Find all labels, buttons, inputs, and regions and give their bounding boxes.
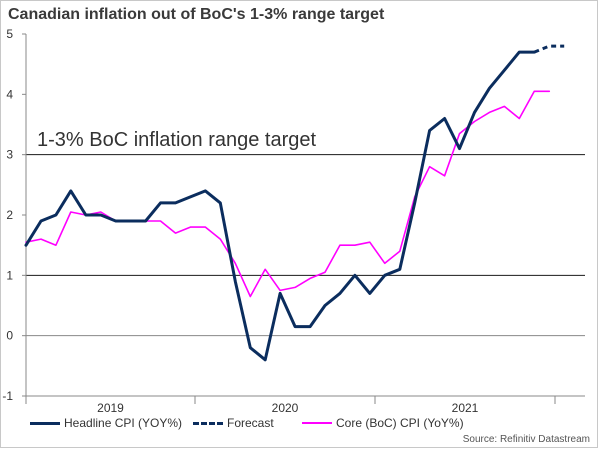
legend-item-forecast: Forecast [193, 416, 274, 430]
legend-label-forecast: Forecast [227, 416, 274, 430]
y-tick-label: 1 [6, 268, 13, 282]
series-line-forecast [533, 44, 565, 54]
axes [22, 33, 585, 404]
legend-label-core: Core (BoC) CPI (YoY%) [336, 416, 464, 430]
y-tick-label: 2 [6, 208, 13, 222]
y-tick-label: 0 [6, 329, 13, 343]
source-note: Source: Refinitiv Datastream [462, 434, 590, 445]
x-tick-label: 2020 [272, 401, 299, 415]
x-tick-label: 2019 [97, 401, 124, 415]
legend-swatch-headline [30, 421, 60, 425]
series-lines [24, 44, 565, 362]
legend-swatch-core [302, 422, 332, 424]
chart-title: Canadian inflation out of BoC's 1-3% ran… [8, 6, 385, 23]
y-tick-labels: -1 0 1 2 3 4 5 [2, 27, 13, 403]
legend-item-core: Core (BoC) CPI (YoY%) [302, 416, 464, 430]
y-tick-label: 3 [6, 148, 13, 162]
range-target-annotation: 1-3% BoC inflation range target [37, 129, 316, 151]
legend-label-headline: Headline CPI (YOY%) [64, 416, 183, 430]
x-tick-label: 2021 [452, 401, 479, 415]
y-tick-label: 5 [6, 27, 13, 41]
y-tick-label: -1 [2, 389, 13, 403]
reference-lines [26, 154, 585, 276]
x-tick-labels: 2019 2020 2021 [97, 401, 479, 415]
legend-item-headline: Headline CPI (YOY%) [30, 416, 182, 430]
legend-swatch-forecast [193, 421, 223, 425]
series-line-headline [24, 50, 536, 362]
y-tick-label: 4 [6, 87, 13, 101]
